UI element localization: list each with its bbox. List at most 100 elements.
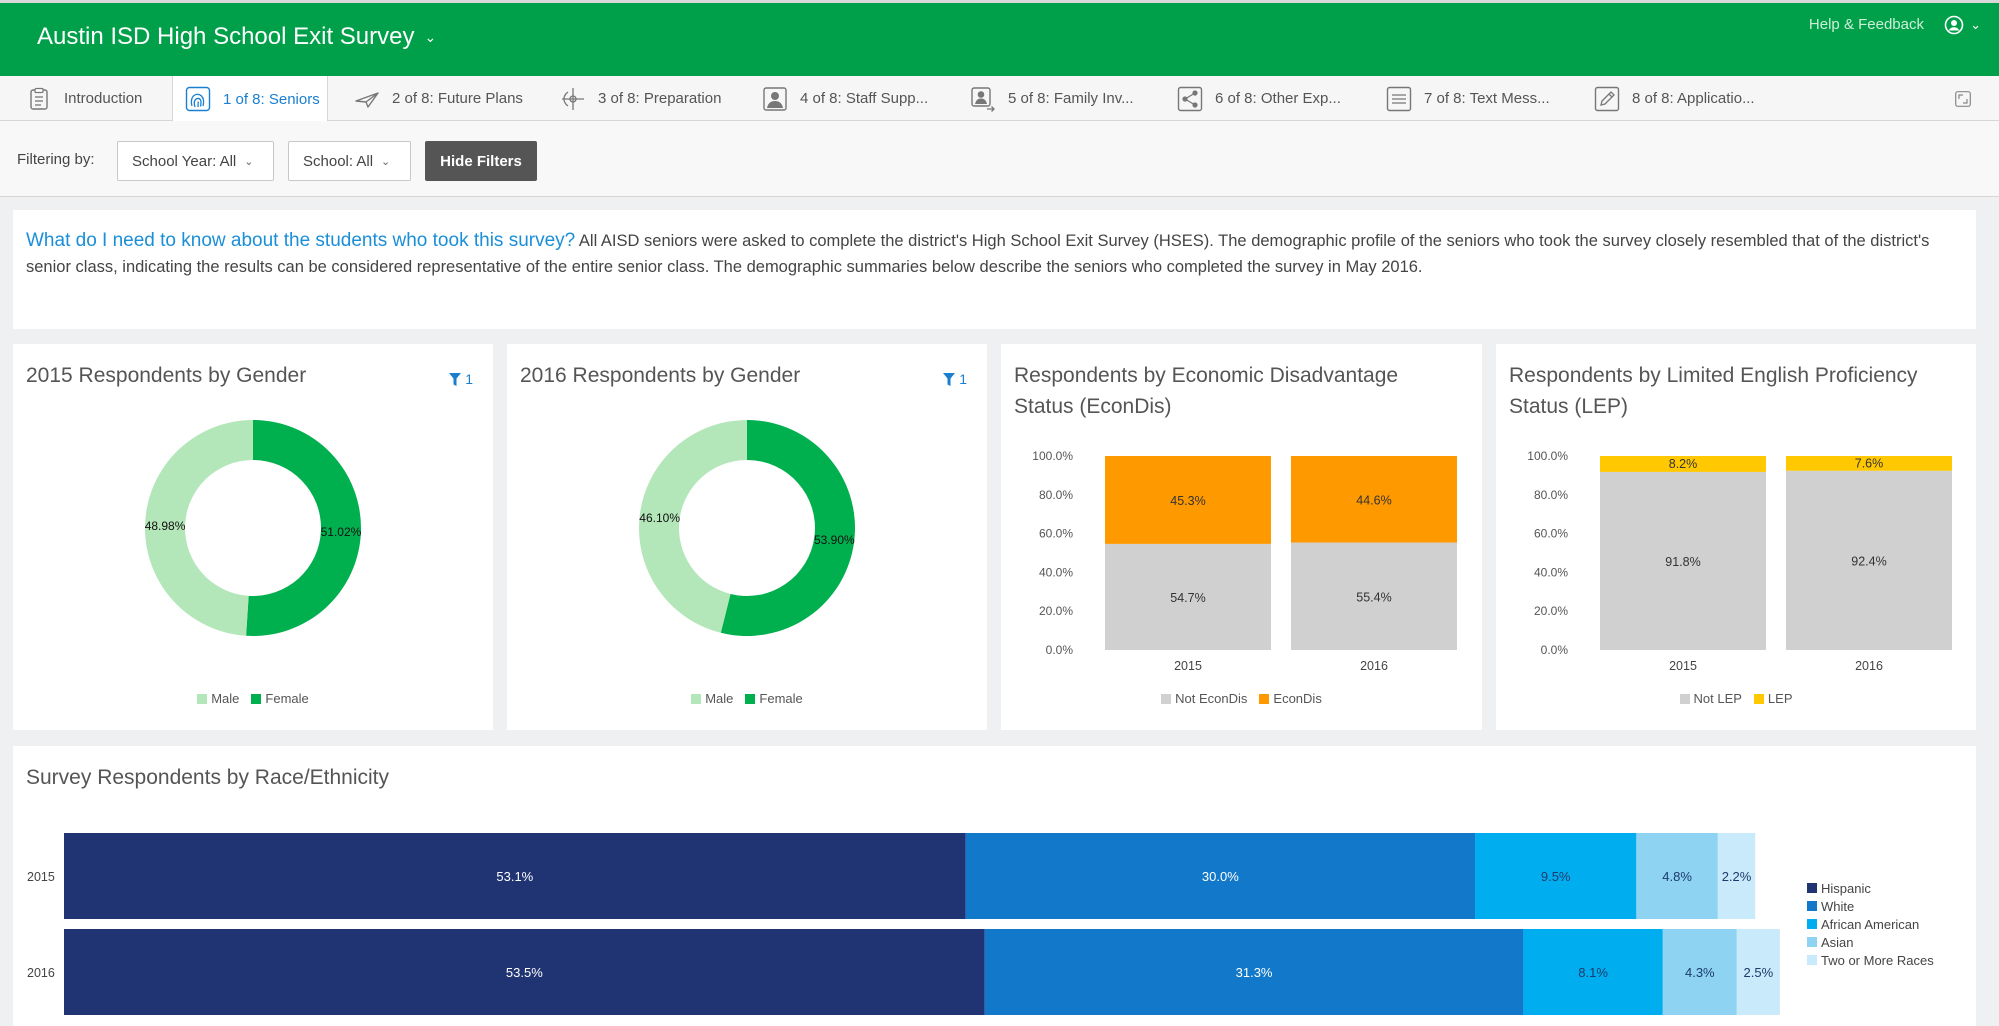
y-tick-label: 100.0% bbox=[1032, 449, 1073, 463]
bar-segment[interactable] bbox=[984, 929, 1524, 1015]
legend-item-econdis[interactable]: EconDis bbox=[1259, 691, 1322, 706]
dashboard-title-dropdown[interactable]: Austin ISD High School Exit Survey ⌄ bbox=[37, 23, 436, 51]
filter-badge[interactable]: 1 bbox=[943, 371, 967, 387]
donut-slice-male[interactable] bbox=[145, 420, 253, 636]
filter-bar: Filtering by: School Year: All ⌄ School:… bbox=[0, 121, 1999, 197]
chart-legend: Not EconDis EconDis bbox=[1001, 691, 1482, 706]
tab-label: 7 of 8: Text Mess... bbox=[1424, 90, 1550, 107]
lep-card: Respondents by Limited English Proficien… bbox=[1496, 344, 1976, 730]
tab-label: 2 of 8: Future Plans bbox=[392, 90, 523, 107]
tab-label: 8 of 8: Applicatio... bbox=[1632, 90, 1755, 107]
y-tick-label: 60.0% bbox=[1039, 527, 1073, 541]
y-tick-label: 2016 bbox=[27, 966, 55, 980]
stacked-bar-chart: 0.0% 20.0% 40.0% 60.0% 80.0% 100.0% 54.7% 45.3%… bbox=[1032, 449, 1457, 673]
legend-item-male[interactable]: Male bbox=[691, 691, 733, 706]
donut-slice-female[interactable] bbox=[720, 420, 855, 636]
tab-future-plans[interactable]: 2 of 8: Future Plans bbox=[354, 76, 523, 121]
user-menu[interactable]: ⌄ bbox=[1944, 15, 1981, 35]
y-tick-label: 0.0% bbox=[1541, 643, 1569, 657]
bar-segment[interactable] bbox=[1600, 456, 1766, 472]
legend-item[interactable]: Two or More Races bbox=[1807, 953, 1934, 968]
tab-introduction[interactable]: Introduction bbox=[26, 76, 142, 121]
donut-slice-female[interactable] bbox=[246, 420, 362, 636]
tab-family-involvement[interactable]: 5 of 8: Family Inv... bbox=[970, 76, 1134, 121]
chart-title: Respondents by Limited English Proficien… bbox=[1509, 364, 1918, 418]
legend-item[interactable]: African American bbox=[1807, 917, 1919, 932]
legend-item-male[interactable]: Male bbox=[197, 691, 239, 706]
app-header: Austin ISD High School Exit Survey ⌄ Hel… bbox=[0, 0, 1999, 76]
bar-value-label: 54.7% bbox=[1170, 591, 1205, 605]
legend-label: Asian bbox=[1821, 935, 1854, 950]
hide-filters-button[interactable]: Hide Filters bbox=[425, 141, 537, 181]
legend-item[interactable]: White bbox=[1807, 899, 1854, 914]
bar-value-label: 30.0% bbox=[1202, 869, 1239, 884]
legend-item-not-econdis[interactable]: Not EconDis bbox=[1161, 691, 1247, 706]
bar-segment[interactable] bbox=[64, 929, 985, 1015]
donut-slice-male[interactable] bbox=[639, 420, 747, 633]
bar-segment[interactable] bbox=[1475, 833, 1637, 919]
school-value: School: All bbox=[303, 152, 374, 170]
legend-label: Two or More Races bbox=[1821, 953, 1934, 968]
bar-segment[interactable] bbox=[1786, 456, 1952, 471]
legend-swatch bbox=[1807, 955, 1817, 965]
legend-item[interactable]: Hispanic bbox=[1807, 881, 1871, 896]
bar-segment[interactable] bbox=[1636, 833, 1718, 919]
legend-label: LEP bbox=[1767, 691, 1793, 706]
bar-segment[interactable] bbox=[1105, 543, 1271, 650]
bar-segment[interactable] bbox=[1291, 456, 1457, 543]
legend-item[interactable]: Asian bbox=[1807, 935, 1854, 950]
legend-swatch bbox=[1679, 693, 1690, 704]
slice-label: 53.90% bbox=[814, 533, 855, 547]
legend-item-female[interactable]: Female bbox=[745, 691, 803, 706]
y-tick-label: 80.0% bbox=[1534, 488, 1568, 502]
legend-item-not-lep[interactable]: Not LEP bbox=[1679, 691, 1742, 706]
user-avatar-icon bbox=[1944, 15, 1964, 35]
school-dropdown[interactable]: School: All ⌄ bbox=[288, 141, 411, 181]
bar-segment[interactable] bbox=[1523, 929, 1663, 1015]
expand-icon[interactable] bbox=[1955, 91, 1971, 107]
bar-value-label: 7.6% bbox=[1855, 456, 1884, 470]
legend-label: Male bbox=[211, 691, 240, 706]
chart-title: Survey Respondents by Race/Ethnicity bbox=[26, 766, 390, 789]
school-year-dropdown[interactable]: School Year: All ⌄ bbox=[117, 141, 274, 181]
y-tick-label: 2015 bbox=[27, 870, 55, 884]
tab-seniors[interactable]: 1 of 8: Seniors bbox=[172, 76, 328, 122]
legend-item-lep[interactable]: LEP bbox=[1753, 691, 1793, 706]
x-tick-label: 2015 bbox=[1174, 659, 1202, 673]
donut-chart: 53.90% 46.10% bbox=[639, 420, 855, 636]
tab-preparation[interactable]: 3 of 8: Preparation bbox=[560, 76, 721, 121]
y-tick-label: 0.0% bbox=[1046, 643, 1074, 657]
target-icon bbox=[562, 87, 584, 110]
tab-text-messaging[interactable]: 7 of 8: Text Mess... bbox=[1386, 76, 1550, 121]
tab-label: Introduction bbox=[64, 90, 143, 107]
bar-segment[interactable] bbox=[1786, 470, 1952, 650]
tab-other-experiences[interactable]: 6 of 8: Other Exp... bbox=[1177, 76, 1341, 121]
tab-label: 1 of 8: Seniors bbox=[223, 90, 320, 108]
help-feedback-link[interactable]: Help & Feedback bbox=[1808, 16, 1924, 33]
legend-swatch bbox=[251, 693, 262, 704]
share-icon bbox=[1177, 86, 1203, 111]
bar-segment[interactable] bbox=[965, 833, 1476, 919]
donut-chart: 51.02% 48.98% bbox=[145, 420, 362, 636]
slice-label: 48.98% bbox=[145, 519, 186, 533]
y-tick-label: 100.0% bbox=[1527, 449, 1568, 463]
filter-badge[interactable]: 1 bbox=[449, 371, 473, 387]
bar-segment[interactable] bbox=[1717, 833, 1756, 919]
tab-label: 3 of 8: Preparation bbox=[598, 90, 722, 107]
legend-label: African American bbox=[1821, 917, 1919, 932]
bar-segment[interactable] bbox=[1105, 456, 1271, 544]
intro-text: All AISD seniors were asked to complete … bbox=[26, 232, 1930, 276]
bar-segment[interactable] bbox=[1662, 929, 1737, 1015]
bar-segment[interactable] bbox=[64, 833, 966, 919]
tab-staff-support[interactable]: 4 of 8: Staff Supp... bbox=[762, 76, 928, 121]
tab-application[interactable]: 8 of 8: Applicatio... bbox=[1594, 76, 1755, 121]
bar-value-label: 4.3% bbox=[1685, 965, 1715, 980]
bar-segment[interactable] bbox=[1291, 542, 1457, 650]
bar-segment[interactable] bbox=[1736, 929, 1780, 1015]
bar-segment[interactable] bbox=[1600, 471, 1766, 650]
legend-label: Not EconDis bbox=[1175, 691, 1248, 706]
legend-item-female[interactable]: Female bbox=[251, 691, 309, 706]
legend-swatch bbox=[1753, 693, 1764, 704]
legend-label: Not LEP bbox=[1693, 691, 1742, 706]
filtering-label: Filtering by: bbox=[17, 151, 95, 168]
